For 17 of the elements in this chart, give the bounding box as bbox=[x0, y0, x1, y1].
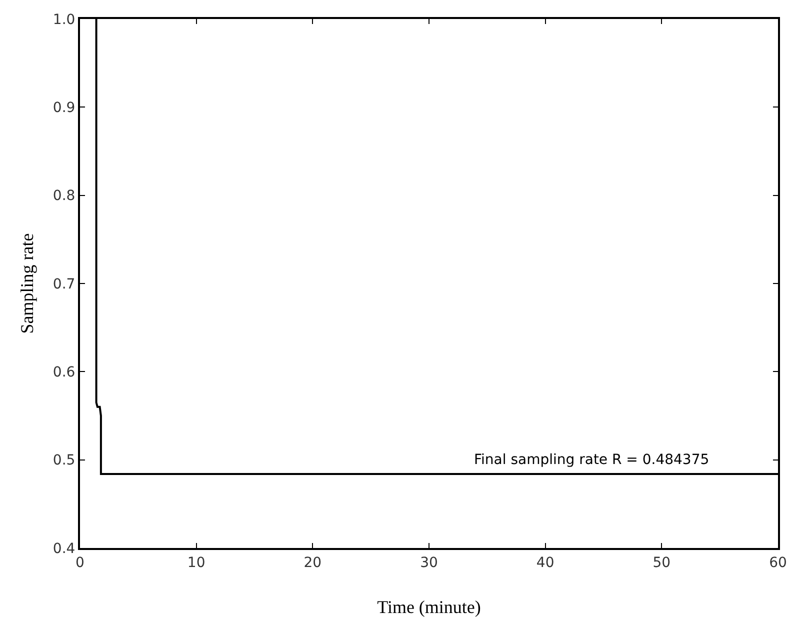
x-axis-title: Time (minute) bbox=[377, 597, 481, 617]
y-tick-label: 0.4 bbox=[52, 540, 76, 557]
x-tick-label: 10 bbox=[187, 554, 206, 571]
x-tick-label: 60 bbox=[769, 554, 787, 571]
x-tick-label: 50 bbox=[652, 554, 671, 571]
annotation: Final sampling rate R = 0.484375 bbox=[474, 452, 710, 468]
x-tick-label: 20 bbox=[304, 554, 322, 571]
y-tick-label: 0.7 bbox=[52, 276, 76, 292]
y-tick-label: 0.6 bbox=[52, 364, 76, 381]
y-tick-label: 0.5 bbox=[52, 452, 76, 469]
y-tick-label: 0.8 bbox=[52, 188, 76, 204]
x-tick-label: 0 bbox=[76, 554, 84, 571]
y-axis-title: Sampling rate bbox=[17, 233, 37, 334]
y-tick-label: 1.0 bbox=[52, 12, 76, 28]
x-tick-label: 40 bbox=[536, 554, 554, 571]
x-tick-label: 30 bbox=[420, 554, 438, 571]
y-tick-label: 0.9 bbox=[52, 100, 76, 116]
